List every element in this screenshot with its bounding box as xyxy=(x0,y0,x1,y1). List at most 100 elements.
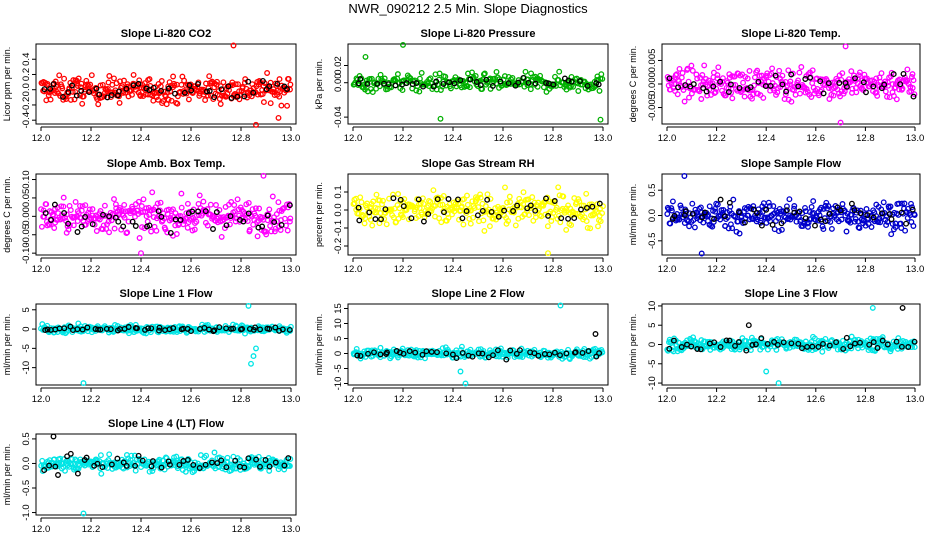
data-point xyxy=(381,216,388,222)
data-point xyxy=(480,347,487,354)
data-point xyxy=(477,191,484,198)
data-point xyxy=(677,202,684,209)
series-selected xyxy=(42,201,293,236)
data-point xyxy=(863,206,870,212)
data-point xyxy=(75,75,82,82)
data-point xyxy=(583,204,590,211)
data-point xyxy=(754,67,761,74)
data-point xyxy=(477,194,484,201)
data-point xyxy=(706,203,713,210)
data-point xyxy=(262,457,269,463)
x-tick-label: 13.0 xyxy=(906,133,925,144)
data-point xyxy=(67,207,74,214)
data-point xyxy=(741,93,748,100)
y-tick-label: 0.2 xyxy=(21,68,32,81)
data-point xyxy=(893,96,900,103)
data-point xyxy=(112,87,119,94)
data-point xyxy=(466,84,473,91)
data-point xyxy=(554,215,561,222)
data-point xyxy=(505,217,512,224)
chart-panel-3: Slope Li-820 Temp. 12.0 12.2 12.4 12.6 12.8 13… xyxy=(628,28,924,144)
x-tick-label: 12.0 xyxy=(32,133,51,144)
data-point xyxy=(682,208,689,215)
data-point xyxy=(353,345,360,352)
data-point xyxy=(165,458,172,465)
data-point xyxy=(506,193,513,200)
data-point xyxy=(218,457,225,464)
data-point xyxy=(390,195,397,202)
data-point xyxy=(437,115,444,122)
y-axis-label: Licor ppm per min. xyxy=(2,47,12,122)
data-point xyxy=(882,88,889,95)
data-point xyxy=(736,85,743,91)
data-point xyxy=(172,90,178,97)
data-point xyxy=(724,214,731,221)
data-point xyxy=(783,203,790,210)
y-axis-label: ml/min per min. xyxy=(314,314,324,376)
data-point xyxy=(423,348,430,355)
data-point xyxy=(287,215,294,222)
x-tick-label: 12.8 xyxy=(232,264,251,275)
data-point xyxy=(717,344,724,350)
y-tick-label: 0.00 xyxy=(21,207,32,226)
data-point xyxy=(458,343,465,350)
data-point xyxy=(196,465,203,471)
data-point xyxy=(571,215,578,222)
data-point xyxy=(741,219,748,226)
data-point xyxy=(735,339,742,345)
data-point xyxy=(477,82,484,89)
data-point xyxy=(898,225,905,231)
data-point xyxy=(817,78,824,85)
y-tick-label: 10 xyxy=(333,318,344,329)
data-point xyxy=(47,96,54,103)
data-point xyxy=(191,226,198,233)
data-point xyxy=(555,184,562,191)
y-tick-label: -5 xyxy=(21,344,32,352)
y-axis-label: ml/min per min. xyxy=(628,314,638,376)
data-point xyxy=(479,350,486,357)
data-point xyxy=(788,98,795,105)
x-tick-label: 12.0 xyxy=(658,133,677,144)
data-point xyxy=(166,85,172,92)
data-point xyxy=(714,201,721,208)
data-point xyxy=(415,196,422,203)
data-point xyxy=(852,75,858,82)
plot-frame xyxy=(347,43,609,125)
data-point xyxy=(427,75,434,82)
data-point xyxy=(136,235,143,241)
data-point xyxy=(697,346,704,353)
data-point xyxy=(570,83,577,90)
data-point xyxy=(489,82,496,89)
data-point xyxy=(673,71,680,78)
data-point xyxy=(285,75,292,82)
y-tick-label: 10 xyxy=(647,301,658,312)
data-point xyxy=(714,72,721,79)
data-point xyxy=(274,80,281,87)
data-point xyxy=(667,220,674,227)
data-point xyxy=(181,89,188,96)
data-point xyxy=(870,83,877,90)
data-point xyxy=(736,209,742,216)
data-point xyxy=(269,193,276,200)
x-tick-label: 12.2 xyxy=(394,394,413,405)
data-point xyxy=(74,470,81,477)
x-tick-label: 12.4 xyxy=(132,394,151,405)
data-point xyxy=(795,83,802,90)
data-point xyxy=(399,214,406,221)
data-point xyxy=(44,326,51,333)
data-point xyxy=(543,195,549,202)
data-point xyxy=(671,81,678,87)
data-point xyxy=(241,93,248,100)
data-point xyxy=(381,75,388,82)
data-point xyxy=(202,208,209,215)
data-point xyxy=(446,79,453,86)
data-point xyxy=(520,201,527,208)
data-point xyxy=(717,196,724,203)
data-point xyxy=(826,342,833,349)
data-point xyxy=(104,85,111,92)
series-selected xyxy=(41,77,290,101)
data-point xyxy=(766,203,773,210)
data-point xyxy=(56,72,63,79)
data-point xyxy=(70,222,77,229)
data-point xyxy=(455,196,461,203)
